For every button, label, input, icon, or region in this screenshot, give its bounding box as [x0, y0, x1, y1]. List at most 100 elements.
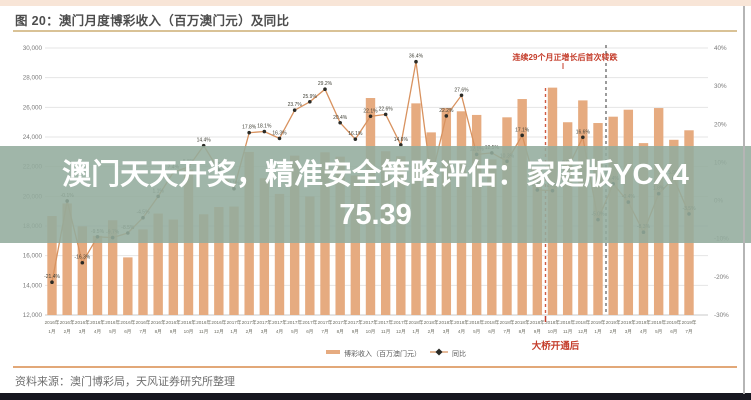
svg-text:2017年: 2017年	[348, 319, 363, 326]
yoy-point	[308, 99, 312, 104]
svg-text:2016年: 2016年	[196, 319, 211, 326]
svg-text:2018年: 2018年	[560, 319, 575, 326]
svg-text:30,000: 30,000	[23, 45, 43, 52]
bar	[77, 226, 88, 315]
svg-text:2018年: 2018年	[439, 319, 454, 326]
bar	[305, 196, 315, 315]
svg-text:16,000: 16,000	[23, 253, 43, 260]
svg-text:10月: 10月	[548, 329, 558, 335]
svg-text:11月: 11月	[199, 329, 208, 335]
svg-text:2017年: 2017年	[302, 319, 317, 326]
right-edge-line	[743, 6, 745, 394]
title-divider	[13, 30, 737, 32]
svg-text:4月: 4月	[94, 329, 101, 335]
svg-text:2017年: 2017年	[242, 319, 257, 326]
svg-text:9月: 9月	[352, 329, 359, 335]
svg-text:5月: 5月	[655, 329, 662, 335]
yoy-point	[581, 135, 585, 140]
bar	[62, 203, 72, 315]
svg-text:18.1%: 18.1%	[257, 124, 272, 130]
yoy-point	[444, 114, 449, 118]
svg-text:2016年: 2016年	[211, 319, 226, 326]
svg-text:2016年: 2016年	[45, 319, 60, 326]
svg-text:4月: 4月	[640, 329, 647, 335]
svg-text:-16.3%: -16.3%	[74, 255, 90, 261]
svg-text:8月: 8月	[519, 329, 526, 335]
svg-text:2018年: 2018年	[454, 319, 469, 326]
svg-text:3月: 3月	[625, 329, 632, 335]
svg-text:22.6%: 22.6%	[379, 106, 394, 112]
svg-text:2019年: 2019年	[636, 319, 651, 326]
svg-text:2018年: 2018年	[500, 319, 515, 326]
svg-text:9月: 9月	[170, 329, 177, 335]
svg-text:-30%: -30%	[714, 312, 729, 319]
svg-text:24,000: 24,000	[23, 134, 43, 141]
svg-text:8月: 8月	[155, 329, 162, 335]
svg-text:6月: 6月	[488, 329, 495, 335]
svg-text:2016年: 2016年	[166, 319, 181, 326]
svg-text:16.6%: 16.6%	[576, 129, 591, 135]
svg-text:2017年: 2017年	[287, 319, 302, 326]
svg-text:2017年: 2017年	[363, 319, 378, 326]
svg-text:2月: 2月	[246, 329, 253, 335]
svg-text:1月: 1月	[594, 329, 601, 335]
svg-text:2016年: 2016年	[75, 319, 90, 326]
bar	[92, 235, 103, 315]
svg-text:2018年: 2018年	[469, 319, 484, 326]
svg-text:4月: 4月	[458, 329, 465, 335]
svg-text:2017年: 2017年	[272, 319, 287, 326]
svg-text:2017年: 2017年	[257, 319, 272, 326]
svg-text:7月: 7月	[503, 329, 510, 335]
bar	[229, 206, 239, 315]
svg-text:6月: 6月	[670, 329, 677, 335]
svg-text:40%: 40%	[714, 45, 727, 52]
svg-text:1月: 1月	[230, 329, 237, 335]
svg-text:2016年: 2016年	[105, 319, 120, 326]
svg-text:36.4%: 36.4%	[409, 54, 424, 60]
yoy-point	[292, 108, 297, 112]
bar	[153, 213, 163, 315]
svg-text:2017年: 2017年	[378, 319, 393, 326]
svg-text:2月: 2月	[64, 329, 71, 335]
legend: 博彩收入（百万澳门元） 同比	[326, 348, 466, 358]
svg-text:2017年: 2017年	[318, 319, 333, 326]
svg-text:2018年: 2018年	[424, 319, 439, 326]
svg-text:14.4%: 14.4%	[197, 138, 212, 144]
bar	[198, 214, 209, 315]
svg-text:12,000: 12,000	[23, 312, 43, 319]
svg-text:25.9%: 25.9%	[303, 94, 318, 100]
svg-text:2016年: 2016年	[151, 319, 166, 326]
yoy-point	[50, 280, 54, 284]
svg-text:5月: 5月	[291, 329, 298, 335]
x-axis-labels: 2016年 1月 2016年 2月 2016年 3月 2016年 4月 2016年 5月 2016年…	[45, 319, 697, 335]
svg-text:2016年: 2016年	[120, 319, 135, 326]
watermark-text: 澳门天天开奖，精准安全策略评估：家庭版YCX475.39	[62, 158, 689, 231]
svg-text:3月: 3月	[261, 329, 268, 335]
figure-title: 图 20：澳门月度博彩收入（百万澳门元）及同比	[15, 14, 290, 28]
svg-text:3月: 3月	[79, 329, 86, 335]
svg-text:14.6%: 14.6%	[394, 137, 409, 143]
bar	[168, 219, 179, 315]
svg-text:2019年: 2019年	[651, 319, 666, 326]
svg-text:2016年: 2016年	[181, 319, 196, 326]
svg-text:2019年: 2019年	[666, 319, 681, 326]
svg-text:2月: 2月	[610, 329, 617, 335]
bottom-bar	[0, 393, 751, 400]
svg-text:10月: 10月	[366, 329, 376, 335]
bar	[214, 207, 224, 315]
yoy-point	[323, 87, 327, 91]
svg-text:11月: 11月	[563, 329, 572, 335]
yoy-point	[277, 136, 282, 141]
svg-text:1月: 1月	[48, 329, 55, 335]
svg-text:8月: 8月	[337, 329, 344, 335]
svg-text:17.1%: 17.1%	[515, 127, 530, 133]
svg-text:7月: 7月	[685, 329, 692, 335]
svg-text:2019年: 2019年	[621, 319, 636, 326]
svg-text:1月: 1月	[412, 329, 419, 335]
svg-text:12月: 12月	[578, 329, 588, 335]
svg-text:22.2%: 22.2%	[439, 108, 454, 114]
yoy-point	[80, 260, 85, 265]
top-strip	[0, 0, 751, 6]
svg-text:14,000: 14,000	[23, 282, 43, 289]
source-note: 资料来源：澳门博彩局，天风证券研究所整理	[15, 376, 235, 388]
